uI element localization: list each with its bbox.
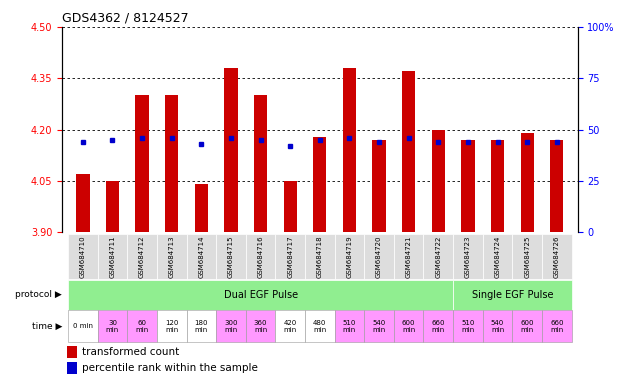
Bar	[402, 71, 415, 232]
Text: 0 min: 0 min	[73, 323, 93, 329]
Text: 30
min: 30 min	[106, 320, 119, 333]
Text: 660
min: 660 min	[550, 320, 563, 333]
Bar	[453, 280, 571, 310]
Bar	[542, 234, 571, 279]
Text: GSM684719: GSM684719	[347, 235, 353, 278]
Bar	[365, 234, 394, 279]
Text: GSM684711: GSM684711	[109, 235, 116, 278]
Bar	[461, 140, 474, 232]
Bar	[275, 234, 305, 279]
Bar	[254, 95, 267, 232]
Bar	[394, 310, 424, 342]
Bar	[424, 234, 453, 279]
Bar	[76, 174, 89, 232]
Bar	[157, 310, 186, 342]
Text: GSM684724: GSM684724	[494, 235, 501, 278]
Bar	[246, 234, 275, 279]
Bar	[106, 181, 119, 232]
Bar	[394, 234, 424, 279]
Text: percentile rank within the sample: percentile rank within the sample	[82, 363, 258, 373]
Text: 510
min: 510 min	[343, 320, 356, 333]
Text: 600
min: 600 min	[402, 320, 415, 333]
Text: 360
min: 360 min	[254, 320, 267, 333]
Bar	[512, 234, 542, 279]
Bar	[313, 136, 327, 232]
Bar	[512, 310, 542, 342]
Bar	[68, 310, 97, 342]
Bar	[97, 310, 127, 342]
Text: GSM684721: GSM684721	[406, 235, 412, 278]
Text: GSM684714: GSM684714	[198, 235, 204, 278]
Text: protocol ▶: protocol ▶	[16, 290, 62, 300]
Text: GSM684710: GSM684710	[80, 235, 86, 278]
Text: 510
min: 510 min	[461, 320, 474, 333]
Text: GSM684718: GSM684718	[317, 235, 323, 278]
Text: Dual EGF Pulse: Dual EGF Pulse	[224, 290, 297, 300]
Text: GSM684715: GSM684715	[228, 235, 234, 278]
Text: 660
min: 660 min	[432, 320, 445, 333]
Text: 540
min: 540 min	[373, 320, 386, 333]
Bar	[67, 362, 76, 374]
Bar	[453, 310, 483, 342]
Bar	[67, 346, 76, 358]
Text: GSM684723: GSM684723	[465, 235, 471, 278]
Text: GSM684712: GSM684712	[139, 235, 145, 278]
Bar	[186, 310, 216, 342]
Text: 420
min: 420 min	[284, 320, 297, 333]
Bar	[284, 181, 297, 232]
Bar	[520, 133, 534, 232]
Bar	[365, 310, 394, 342]
Text: 600
min: 600 min	[520, 320, 534, 333]
Bar	[453, 234, 483, 279]
Text: GSM684717: GSM684717	[287, 235, 293, 278]
Text: 480
min: 480 min	[313, 320, 327, 333]
Bar	[68, 280, 453, 310]
Bar	[335, 234, 365, 279]
Bar	[275, 310, 305, 342]
Bar	[432, 130, 445, 232]
Bar	[186, 234, 216, 279]
Bar	[246, 310, 275, 342]
Bar	[157, 234, 186, 279]
Text: 60
min: 60 min	[135, 320, 148, 333]
Text: Single EGF Pulse: Single EGF Pulse	[471, 290, 553, 300]
Text: transformed count: transformed count	[82, 347, 179, 357]
Bar	[165, 95, 178, 232]
Bar	[68, 234, 97, 279]
Text: GSM684713: GSM684713	[169, 235, 175, 278]
Text: GSM684725: GSM684725	[524, 235, 530, 278]
Text: GDS4362 / 8124527: GDS4362 / 8124527	[62, 11, 189, 24]
Text: GSM684726: GSM684726	[554, 235, 560, 278]
Text: 180
min: 180 min	[194, 320, 208, 333]
Bar	[373, 140, 386, 232]
Bar	[216, 310, 246, 342]
Bar	[127, 310, 157, 342]
Text: time ▶: time ▶	[32, 322, 62, 331]
Bar	[483, 234, 512, 279]
Bar	[424, 310, 453, 342]
Text: 300
min: 300 min	[224, 320, 238, 333]
Bar	[542, 310, 571, 342]
Bar	[135, 95, 149, 232]
Text: GSM684722: GSM684722	[435, 235, 442, 278]
Bar	[343, 68, 356, 232]
Bar	[483, 310, 512, 342]
Bar	[491, 140, 504, 232]
Bar	[305, 310, 335, 342]
Bar	[335, 310, 365, 342]
Bar	[224, 68, 238, 232]
Bar	[97, 234, 127, 279]
Bar	[194, 184, 208, 232]
Text: GSM684716: GSM684716	[258, 235, 263, 278]
Text: 540
min: 540 min	[491, 320, 504, 333]
Bar	[550, 140, 563, 232]
Bar	[216, 234, 246, 279]
Text: 120
min: 120 min	[165, 320, 178, 333]
Bar	[305, 234, 335, 279]
Bar	[127, 234, 157, 279]
Text: GSM684720: GSM684720	[376, 235, 382, 278]
